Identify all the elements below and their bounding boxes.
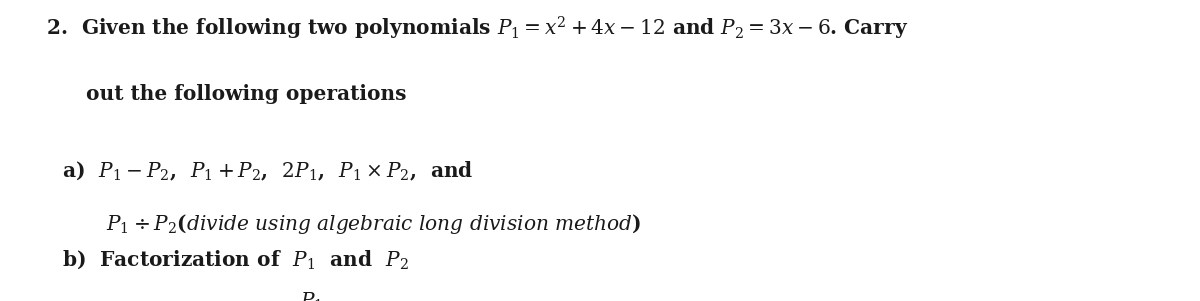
Text: 2.  Given the following two polynomials $P_1 = x^2 + 4x - 12$ and $P_2 = 3x - 6$: 2. Given the following two polynomials $…	[46, 15, 908, 42]
Text: c)  Simplification of  $\dfrac{P_1}{P_2}$  using factorization done in b).: c) Simplification of $\dfrac{P_1}{P_2}$ …	[62, 290, 683, 301]
Text: out the following operations: out the following operations	[86, 84, 407, 104]
Text: $P_1 \div P_2$($\mathit{divide\ using\ algebraic\ long\ division\ method}$): $P_1 \div P_2$($\mathit{divide\ using\ a…	[106, 212, 641, 236]
Text: a)  $P_1 - P_2$,  $P_1 + P_2$,  $2P_1$,  $P_1 \times P_2$,  and: a) $P_1 - P_2$, $P_1 + P_2$, $2P_1$, $P_…	[62, 160, 474, 183]
Text: b)  Factorization of  $P_1$  and  $P_2$: b) Factorization of $P_1$ and $P_2$	[62, 248, 409, 271]
